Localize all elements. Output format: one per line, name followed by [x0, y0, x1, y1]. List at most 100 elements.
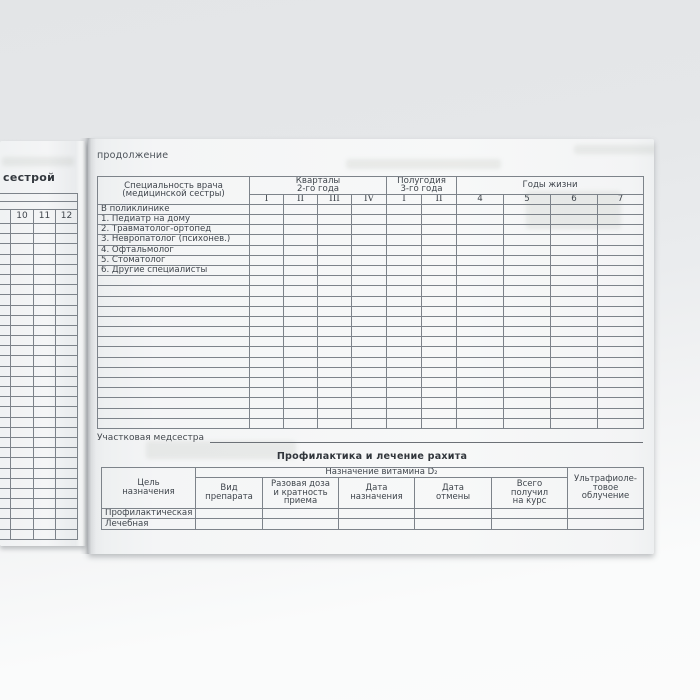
row-label-cell: 2. Травматолог-ортопед — [97, 224, 250, 236]
empty-cell — [10, 467, 34, 479]
empty-cell — [597, 417, 644, 429]
empty-cell — [55, 487, 78, 500]
district-nurse-line: Участковая медсестра — [97, 433, 643, 443]
dose-column-header: Разовая доза и кратность приема — [262, 477, 339, 509]
empty-cell — [338, 518, 415, 530]
empty-cell — [10, 375, 34, 388]
empty-cell — [283, 315, 318, 328]
left-page-grid: 10 11 12 — [0, 193, 78, 540]
empty-cell — [283, 417, 318, 429]
empty-cell — [283, 264, 318, 277]
empty-cell — [0, 396, 11, 408]
empty-cell — [10, 426, 34, 438]
empty-cell — [421, 417, 457, 429]
halfyears-group-header: Полугодия 3-го года — [386, 176, 457, 195]
empty-cell — [283, 254, 318, 266]
empty-cell — [386, 336, 422, 348]
empty-cell — [550, 244, 598, 256]
empty-cell — [10, 457, 34, 469]
empty-cell — [55, 253, 78, 265]
empty-cell — [597, 213, 644, 226]
empty-cell — [386, 407, 422, 419]
table-row — [97, 305, 644, 317]
empty-cell — [456, 275, 504, 287]
empty-cell — [262, 518, 339, 530]
empty-cell — [10, 345, 34, 357]
table-header-row: Специальность врача (медицинской сестры)… — [97, 176, 644, 205]
empty-cell — [597, 356, 644, 368]
empty-cell — [0, 498, 11, 510]
empty-cell — [195, 507, 263, 520]
empty-cell — [195, 518, 263, 530]
table-header-row: Цель назначения Назначение витамина D₂ У… — [101, 467, 644, 509]
row-label-cell — [97, 326, 250, 338]
empty-cell — [33, 487, 56, 500]
empty-cell — [33, 396, 56, 408]
empty-cell — [33, 345, 56, 357]
empty-cell — [55, 324, 78, 337]
empty-cell — [503, 366, 551, 379]
specialty-column-header: Специальность врача (медицинской сестры) — [97, 176, 250, 205]
empty-cell — [550, 315, 598, 328]
empty-cell — [597, 244, 644, 256]
empty-cell — [283, 356, 318, 368]
empty-cell — [456, 397, 504, 409]
grid-row — [0, 498, 78, 510]
table-row — [97, 407, 644, 419]
empty-cell — [283, 275, 318, 287]
empty-cell — [249, 285, 284, 297]
empty-cell — [283, 346, 318, 358]
empty-cell — [0, 528, 11, 540]
empty-cell — [283, 336, 318, 348]
empty-cell — [33, 294, 56, 306]
empty-cell — [503, 234, 551, 246]
empty-cell — [421, 203, 457, 216]
empty-cell — [503, 397, 551, 409]
empty-cell — [10, 447, 34, 459]
empty-cell — [0, 284, 11, 296]
empty-cell — [0, 263, 11, 275]
empty-cell — [10, 294, 34, 306]
empty-cell — [597, 326, 644, 338]
district-nurse-label: Участковая медсестра — [97, 433, 204, 443]
empty-cell — [0, 487, 11, 500]
table-row: 3. Невропатолог (психонев.) — [97, 234, 644, 246]
empty-cell — [567, 518, 644, 530]
empty-cell — [597, 224, 644, 236]
empty-cell — [503, 213, 551, 226]
empty-cell — [283, 397, 318, 409]
empty-cell — [55, 304, 78, 316]
empty-cell — [283, 387, 318, 399]
empty-cell — [55, 345, 78, 357]
table-row — [97, 315, 644, 328]
empty-cell — [33, 385, 56, 398]
empty-cell — [0, 294, 11, 306]
quarter-col-header: III — [317, 193, 352, 205]
row-label-cell — [97, 285, 250, 297]
empty-cell — [10, 324, 34, 337]
empty-cell — [55, 385, 78, 398]
empty-cell — [10, 385, 34, 398]
total-column-header: Всего получил на курс — [491, 477, 568, 509]
empty-cell — [317, 224, 352, 236]
empty-cell — [0, 416, 11, 428]
empty-cell — [503, 244, 551, 256]
empty-cell — [456, 213, 504, 226]
empty-cell — [421, 264, 457, 277]
specialists-table: Специальность врача (медицинской сестры)… — [97, 176, 644, 429]
left-page: сестрой 10 11 12 — [0, 141, 86, 546]
empty-cell — [503, 356, 551, 368]
empty-cell — [10, 222, 34, 235]
empty-cell — [0, 375, 11, 388]
empty-cell — [0, 436, 11, 449]
empty-cell — [33, 233, 56, 245]
empty-cell — [55, 263, 78, 275]
grid-row — [0, 416, 78, 428]
empty-cell — [597, 315, 644, 328]
table-subheader-row: Вид препарата Разовая доза и кратность п… — [102, 477, 644, 509]
empty-cell — [351, 264, 387, 277]
empty-cell — [55, 355, 78, 367]
empty-cell — [456, 244, 504, 256]
number-col-header: 10 — [10, 209, 34, 224]
grid-row — [0, 345, 78, 357]
